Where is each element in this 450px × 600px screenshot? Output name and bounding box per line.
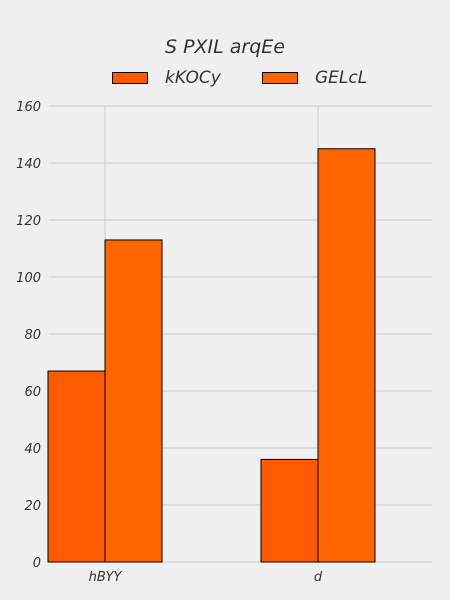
x-tick-label: hBYY [89, 570, 123, 585]
legend-label-series-1: kKOCy [165, 68, 221, 88]
legend-label-series-2: GELcL [315, 68, 368, 88]
bar-GELcL-d [317, 148, 376, 563]
legend-swatch-series-2 [262, 72, 298, 84]
bar-kKOCy-d [260, 458, 319, 563]
y-tick-label: 80 [24, 328, 41, 343]
y-tick-label: 60 [24, 385, 41, 400]
y-tick-label: 100 [16, 271, 41, 286]
y-tick-label: 20 [24, 499, 41, 514]
y-tick-label: 160 [16, 100, 41, 115]
y-tick-label: 0 [33, 556, 41, 571]
y-tick-label: 120 [16, 214, 41, 229]
y-tick-label: 140 [16, 157, 41, 172]
y-tick-label: 40 [24, 442, 41, 457]
bar-kKOCy-hBYY [47, 370, 106, 563]
bar-GELcL-hBYY [104, 239, 163, 563]
legend-swatch-series-1 [112, 72, 148, 84]
chart-title: S PXIL arqEe [164, 36, 285, 58]
x-tick-label: d [314, 570, 323, 585]
